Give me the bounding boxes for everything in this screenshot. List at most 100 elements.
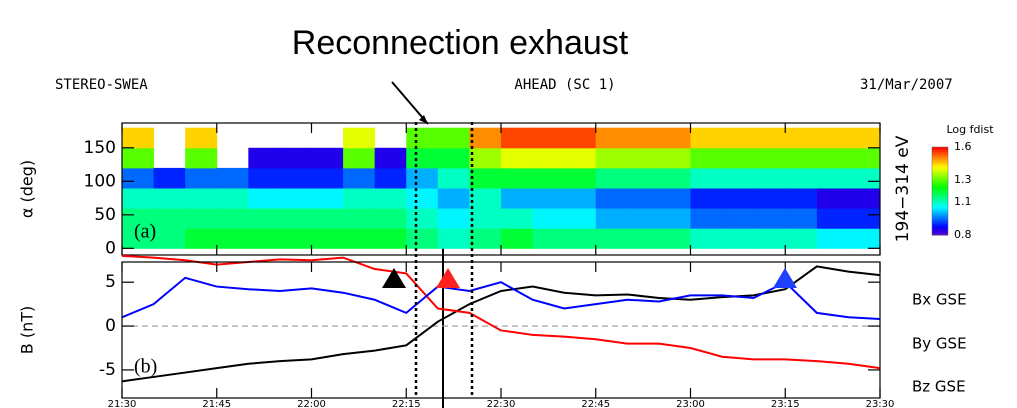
marker (382, 268, 406, 288)
y-tick-label: 50 (94, 205, 116, 225)
colorbar-segment (932, 184, 948, 188)
heat-cell (437, 127, 470, 149)
heat-cell (627, 167, 660, 189)
heat-cell (153, 228, 186, 249)
colorbar-segment (932, 191, 948, 194)
y-tick-label: 150 (84, 138, 116, 158)
heat-cell (248, 208, 281, 229)
y-axis-label: α (deg) (18, 160, 37, 218)
heat-cell (848, 127, 881, 149)
heat-cell (343, 127, 376, 149)
heat-cell (658, 147, 691, 169)
heat-cell (564, 147, 597, 169)
heat-cell (532, 127, 565, 149)
heat-cell (406, 208, 439, 229)
heat-cell (816, 228, 849, 249)
colorbar-segment (932, 208, 948, 212)
heat-cell (722, 127, 755, 149)
heat-cell (595, 147, 628, 169)
heat-cell (374, 167, 407, 189)
heat-cell (311, 208, 344, 229)
colorbar-segment (932, 160, 948, 163)
heat-cell (406, 228, 439, 249)
heat-cell (722, 208, 755, 229)
heat-cell (501, 127, 534, 149)
colorbar-segment (932, 182, 948, 185)
arrow-head (419, 115, 428, 124)
heat-cell (311, 167, 344, 189)
heat-cell (469, 127, 502, 149)
heat-cell (785, 208, 818, 229)
colorbar-segment (932, 166, 948, 170)
colorbar-segment (932, 180, 948, 183)
x-tick-label: 22:00 (297, 399, 326, 408)
colorbar-segment (932, 177, 948, 181)
heat-cell (248, 187, 281, 209)
heat-cell (753, 127, 786, 149)
heat-cell (469, 228, 502, 249)
colorbar-segment (932, 151, 948, 155)
colorbar-segment (932, 186, 948, 190)
y-tick-label: 5 (105, 272, 116, 292)
heat-cell (185, 187, 218, 209)
colorbar-segment (932, 175, 948, 179)
heat-cell (690, 127, 723, 149)
x-tick-label: 23:30 (866, 399, 895, 408)
colorbar-frame (931, 146, 949, 236)
colorbar-segment (932, 215, 948, 218)
colorbar-segment (932, 149, 948, 152)
legend-label: Bx GSE (912, 291, 967, 309)
heat-cell (216, 167, 249, 189)
marker (436, 268, 460, 288)
heat-cell (816, 208, 849, 229)
colorbar-segment (932, 147, 948, 150)
heat-cell (532, 208, 565, 229)
heat-cell (658, 228, 691, 249)
colorbar-segment (932, 199, 948, 203)
heat-cell (564, 167, 597, 189)
x-tick-label: 21:45 (202, 399, 231, 408)
heat-cell (122, 147, 155, 169)
colorbar-tick-label: 1.3 (954, 173, 972, 186)
heat-cell (185, 228, 218, 249)
heat-cell (816, 187, 849, 209)
heat-cell (564, 208, 597, 229)
heat-cell (185, 127, 218, 149)
colorbar-title: Log fdist (946, 123, 994, 136)
heat-cell (816, 147, 849, 169)
colorbar-segment (932, 169, 948, 172)
heat-cell (532, 147, 565, 169)
heat-cell (374, 147, 407, 169)
heat-cell (216, 228, 249, 249)
colorbar-segment (932, 232, 948, 236)
heat-cell (469, 147, 502, 169)
heat-cell (690, 228, 723, 249)
heat-cell (248, 228, 281, 249)
heat-cell (753, 147, 786, 169)
heat-cell (185, 167, 218, 189)
heat-cell (690, 167, 723, 189)
colorbar-segment (932, 164, 948, 168)
heat-cell (406, 167, 439, 189)
heat-cell (785, 147, 818, 169)
heat-cell (627, 228, 660, 249)
heat-cell (311, 187, 344, 209)
heat-cell (722, 187, 755, 209)
heat-cell (816, 167, 849, 189)
heat-cell (848, 147, 881, 169)
colorbar-segment (932, 228, 948, 232)
heat-cell (690, 147, 723, 169)
colorbar-segment (932, 155, 948, 159)
heat-cell (848, 167, 881, 189)
colorbar-segment (932, 195, 948, 199)
heat-cell (501, 187, 534, 209)
heat-cell (690, 208, 723, 229)
heat-cell (122, 127, 155, 149)
y-tick-label: 100 (84, 171, 116, 191)
colorbar-segment (932, 219, 948, 223)
y-tick-label: 0 (105, 238, 116, 258)
colorbar-segment (932, 188, 948, 192)
colorbar-segment (932, 224, 948, 227)
